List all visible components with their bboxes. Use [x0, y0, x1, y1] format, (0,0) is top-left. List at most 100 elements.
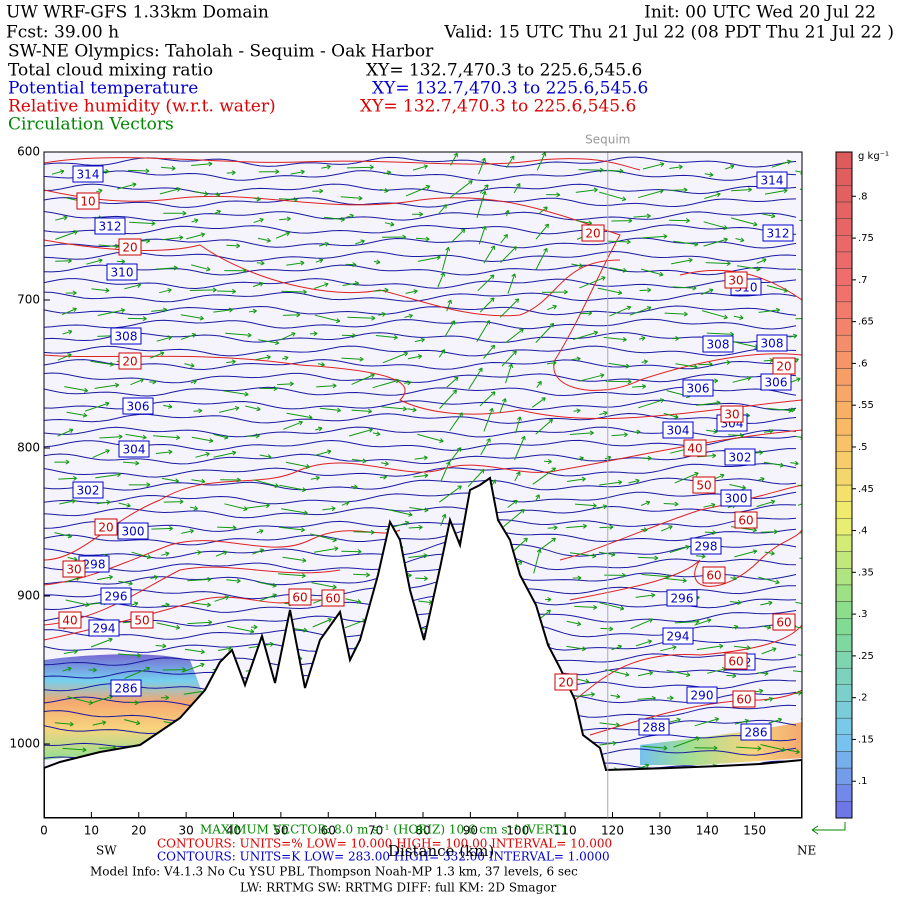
vector	[675, 363, 698, 370]
vector	[797, 503, 802, 506]
vector	[611, 432, 628, 438]
contour-label: 30	[66, 563, 81, 577]
vector	[670, 187, 688, 193]
contour-label-box	[756, 171, 788, 189]
contour-label-box	[110, 679, 142, 697]
contour-label: 50	[696, 479, 711, 493]
colorbar-band	[835, 185, 853, 203]
vector	[664, 311, 688, 317]
vector	[124, 283, 142, 290]
rh-contour-info: CONTOURS: UNITS=% LOW= 10.000 HIGH= 100.…	[157, 837, 612, 851]
vector	[322, 506, 336, 512]
vector	[96, 499, 111, 505]
vector-info: MAXIMUM VECTOR: 8.0 m s⁻¹ (HORIZ) 10.6 c…	[200, 823, 566, 837]
contour-label: 60	[776, 616, 791, 630]
vector	[218, 646, 232, 652]
vector	[642, 162, 665, 170]
vector	[729, 600, 742, 605]
vector	[546, 360, 557, 366]
theta-contour	[44, 412, 797, 424]
vector	[674, 471, 699, 484]
contour-label-box	[76, 192, 100, 210]
colorbar-band	[835, 701, 853, 719]
contour-label: 30	[728, 274, 743, 288]
vector	[505, 328, 524, 344]
contour-label: 20	[122, 241, 137, 255]
vector	[57, 353, 72, 361]
vector	[535, 494, 540, 502]
vector	[61, 307, 77, 316]
vector	[734, 718, 750, 725]
vector	[628, 478, 640, 484]
vector	[787, 407, 796, 413]
vector	[224, 268, 247, 274]
vector	[642, 745, 668, 751]
vector	[440, 461, 451, 482]
contour-label-box	[720, 489, 752, 507]
vector	[54, 459, 70, 465]
vector	[153, 435, 181, 441]
vector	[191, 264, 211, 272]
vector	[415, 575, 428, 581]
vector	[314, 282, 329, 289]
contour-label-box	[690, 537, 722, 555]
theta-contour	[44, 435, 797, 452]
vector	[257, 581, 277, 588]
vector	[729, 484, 747, 490]
contour-label-box	[100, 587, 132, 605]
vector	[696, 400, 721, 406]
vector	[92, 449, 110, 459]
vector	[483, 245, 495, 264]
contour-label-box	[554, 673, 578, 691]
vector	[213, 209, 221, 215]
contour-label: 294	[93, 622, 116, 636]
contour-label-box	[118, 440, 150, 458]
vector	[637, 555, 659, 561]
contour-label: 60	[738, 514, 753, 528]
vector	[788, 749, 800, 755]
vector	[387, 509, 413, 517]
vector	[641, 455, 652, 461]
colorbar-band	[835, 784, 853, 802]
contour-label: 294	[667, 630, 690, 644]
x-tick-label: 50	[273, 824, 288, 838]
theta-contour	[44, 528, 797, 546]
vector	[98, 243, 119, 249]
contour-label-box	[686, 686, 718, 704]
vector	[99, 434, 123, 440]
vector	[536, 380, 542, 388]
vector	[760, 744, 786, 752]
vector	[479, 391, 496, 407]
colorbar-label: .7	[858, 275, 868, 286]
vector	[129, 220, 156, 226]
vector	[225, 332, 252, 338]
vector	[54, 721, 74, 727]
vector	[479, 297, 495, 313]
contour-label: 306	[127, 400, 150, 414]
vector	[278, 197, 298, 203]
vector	[379, 188, 389, 193]
vector	[695, 553, 706, 559]
vector	[606, 168, 624, 174]
y-tick-label: 900	[17, 589, 40, 603]
x-tick-label: 40	[226, 824, 241, 838]
vector	[281, 289, 307, 295]
y-tick-label: 1000	[9, 737, 40, 751]
vector	[128, 482, 151, 488]
vector	[764, 696, 774, 702]
vector	[731, 187, 752, 193]
vector	[258, 169, 280, 175]
vector	[444, 320, 455, 338]
vector	[478, 157, 486, 175]
vector	[541, 289, 568, 295]
vector	[187, 576, 212, 582]
vector	[669, 218, 690, 224]
vector	[346, 164, 374, 170]
vector	[351, 408, 372, 414]
vector	[734, 549, 758, 558]
theta-contour	[44, 278, 797, 290]
vector	[703, 237, 728, 247]
contour-label: 60	[728, 655, 743, 669]
vector	[566, 620, 582, 627]
vector	[512, 537, 528, 552]
